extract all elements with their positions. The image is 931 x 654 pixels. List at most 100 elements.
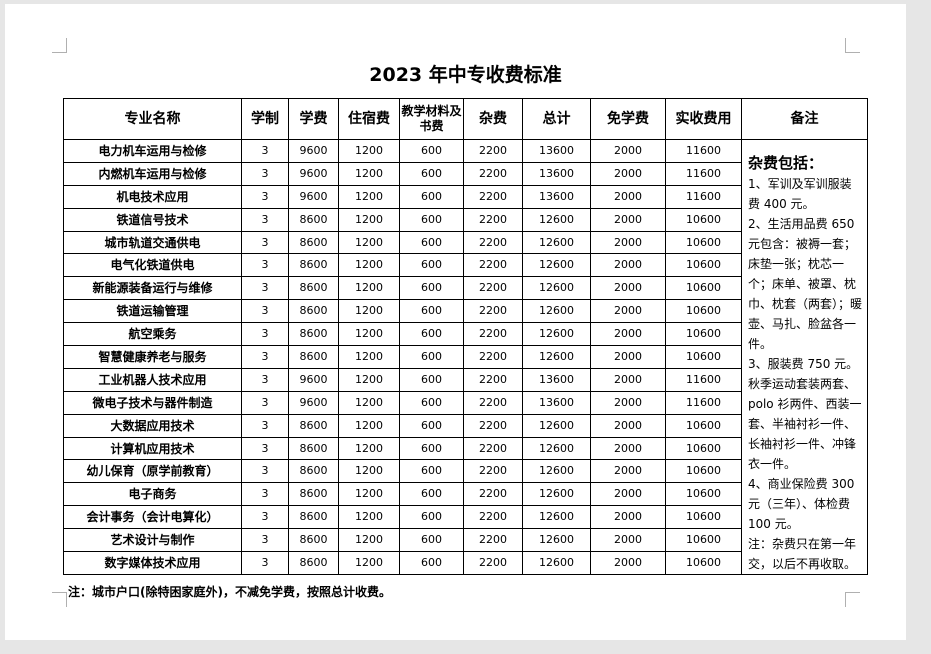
fee-cell: 600 <box>399 459 464 484</box>
fee-table: 专业名称 学制 学费 住宿费 教学材料及书费 杂费 总计 免学费 实收费用 备注 电力机车运用与检… <box>63 98 868 575</box>
remarks-line: 1、军训及军训服装费 400 元。 <box>748 177 852 211</box>
major-name: 铁道信号技术 <box>63 207 242 232</box>
fee-cell: 8600 <box>288 253 339 278</box>
fee-cell: 9600 <box>288 161 339 186</box>
major-name: 城市轨道交通供电 <box>63 230 242 255</box>
fee-cell: 11600 <box>665 184 742 209</box>
fee-cell: 1200 <box>338 459 400 484</box>
table-row: 电气化铁道供电 3 8600 1200 600 2200 12600 2000 10600 <box>63 253 868 278</box>
fee-cell: 2000 <box>590 505 666 530</box>
fee-cell: 12600 <box>522 322 591 347</box>
fee-cell: 3 <box>241 459 289 484</box>
table-row: 工业机器人技术应用 3 9600 1200 600 2200 13600 2000 11600 <box>63 367 868 392</box>
fee-cell: 2200 <box>463 207 523 232</box>
fee-cell: 3 <box>241 482 289 507</box>
fee-cell: 600 <box>399 253 464 278</box>
column-header: 学费 <box>288 98 339 140</box>
fee-cell: 8600 <box>288 207 339 232</box>
fee-cell: 12600 <box>522 299 591 324</box>
fee-cell: 3 <box>241 528 289 553</box>
major-name: 工业机器人技术应用 <box>63 367 242 392</box>
major-name: 幼儿保育（原学前教育） <box>63 459 242 484</box>
major-name: 数字媒体技术应用 <box>63 551 242 575</box>
column-header: 总计 <box>522 98 591 140</box>
margin-mark <box>845 592 860 607</box>
fee-cell: 10600 <box>665 345 742 369</box>
fee-cell: 2000 <box>590 551 666 575</box>
fee-cell: 3 <box>241 184 289 209</box>
fee-cell: 2200 <box>463 161 523 186</box>
fee-cell: 600 <box>399 505 464 530</box>
fee-cell: 600 <box>399 139 464 163</box>
fee-cell: 3 <box>241 367 289 392</box>
major-name: 艺术设计与制作 <box>63 528 242 553</box>
fee-cell: 1200 <box>338 505 400 530</box>
column-header: 免学费 <box>590 98 666 140</box>
major-name: 内燃机车运用与检修 <box>63 161 242 186</box>
column-header: 住宿费 <box>338 98 400 140</box>
fee-cell: 1200 <box>338 528 400 553</box>
fee-cell: 2200 <box>463 276 523 301</box>
fee-cell: 2000 <box>590 367 666 392</box>
fee-cell: 13600 <box>522 367 591 392</box>
fee-cell: 3 <box>241 413 289 438</box>
fee-cell: 3 <box>241 390 289 415</box>
fee-cell: 9600 <box>288 390 339 415</box>
fee-cell: 2000 <box>590 345 666 369</box>
fee-cell: 2200 <box>463 139 523 163</box>
fee-cell: 2000 <box>590 184 666 209</box>
table-row: 铁道运输管理 3 8600 1200 600 2200 12600 2000 10600 <box>63 299 868 324</box>
fee-cell: 1200 <box>338 345 400 369</box>
fee-cell: 600 <box>399 299 464 324</box>
fee-cell: 10600 <box>665 505 742 530</box>
major-name: 铁道运输管理 <box>63 299 242 324</box>
fee-cell: 3 <box>241 299 289 324</box>
remarks-line: 3、服装费 750 元。秋季运动套装两套、polo 衫两件、西装一套、半袖衬衫一… <box>748 357 862 471</box>
fee-cell: 2000 <box>590 528 666 553</box>
fee-cell: 600 <box>399 390 464 415</box>
fee-cell: 10600 <box>665 230 742 255</box>
fee-cell: 600 <box>399 345 464 369</box>
fee-cell: 2200 <box>463 436 523 461</box>
fee-cell: 600 <box>399 207 464 232</box>
fee-cell: 3 <box>241 276 289 301</box>
table-row: 幼儿保育（原学前教育） 3 8600 1200 600 2200 12600 2000 1060… <box>63 459 868 484</box>
fee-cell: 12600 <box>522 505 591 530</box>
fee-cell: 600 <box>399 413 464 438</box>
footnote: 注：城市户口(除特困家庭外)，不减免学费，按照总计收费。 <box>68 585 391 599</box>
fee-cell: 2000 <box>590 207 666 232</box>
margin-mark <box>52 38 67 53</box>
fee-cell: 2000 <box>590 161 666 186</box>
fee-cell: 12600 <box>522 436 591 461</box>
fee-cell: 12600 <box>522 253 591 278</box>
major-name: 会计事务（会计电算化） <box>63 505 242 530</box>
fee-cell: 8600 <box>288 528 339 553</box>
fee-cell: 12600 <box>522 207 591 232</box>
fee-cell: 11600 <box>665 390 742 415</box>
fee-cell: 600 <box>399 322 464 347</box>
fee-cell: 10600 <box>665 207 742 232</box>
fee-cell: 8600 <box>288 322 339 347</box>
fee-cell: 2200 <box>463 482 523 507</box>
fee-cell: 2200 <box>463 367 523 392</box>
fee-cell: 2000 <box>590 436 666 461</box>
fee-cell: 2200 <box>463 505 523 530</box>
fee-cell: 1200 <box>338 551 400 575</box>
fee-cell: 3 <box>241 436 289 461</box>
fee-cell: 12600 <box>522 459 591 484</box>
table-row: 城市轨道交通供电 3 8600 1200 600 2200 12600 2000 10600 <box>63 230 868 255</box>
major-name: 新能源装备运行与维修 <box>63 276 242 301</box>
fee-cell: 10600 <box>665 528 742 553</box>
fee-cell: 2000 <box>590 413 666 438</box>
fee-cell: 2000 <box>590 459 666 484</box>
fee-cell: 10600 <box>665 253 742 278</box>
fee-cell: 12600 <box>522 551 591 575</box>
fee-cell: 9600 <box>288 367 339 392</box>
fee-cell: 1200 <box>338 276 400 301</box>
fee-cell: 2200 <box>463 413 523 438</box>
fee-cell: 12600 <box>522 413 591 438</box>
fee-cell: 2000 <box>590 230 666 255</box>
fee-cell: 2200 <box>463 322 523 347</box>
fee-cell: 600 <box>399 367 464 392</box>
fee-cell: 2000 <box>590 276 666 301</box>
